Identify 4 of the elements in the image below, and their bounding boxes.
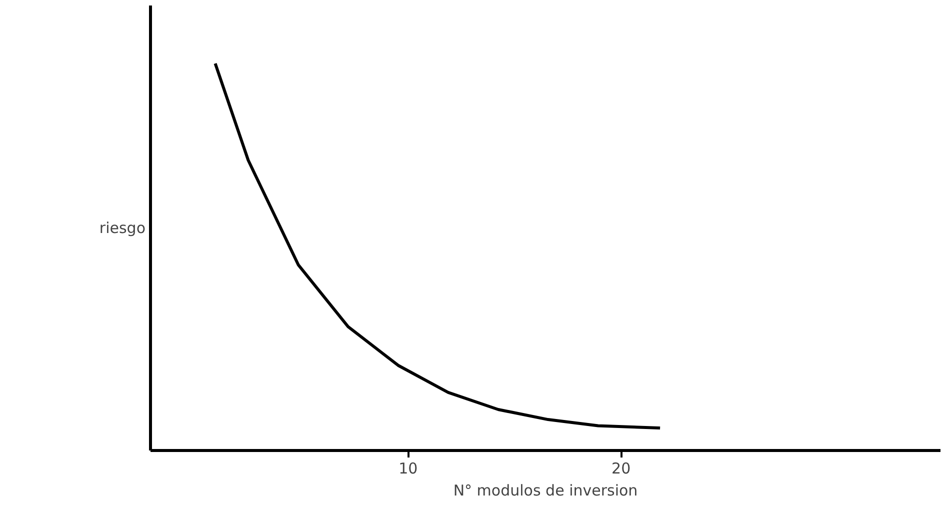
x-axis-title: N° modulos de inversion: [453, 482, 638, 500]
x-tick-label: 20: [612, 460, 631, 478]
y-axis-title: riesgo: [99, 219, 146, 237]
x-tick-label: 10: [398, 460, 418, 478]
